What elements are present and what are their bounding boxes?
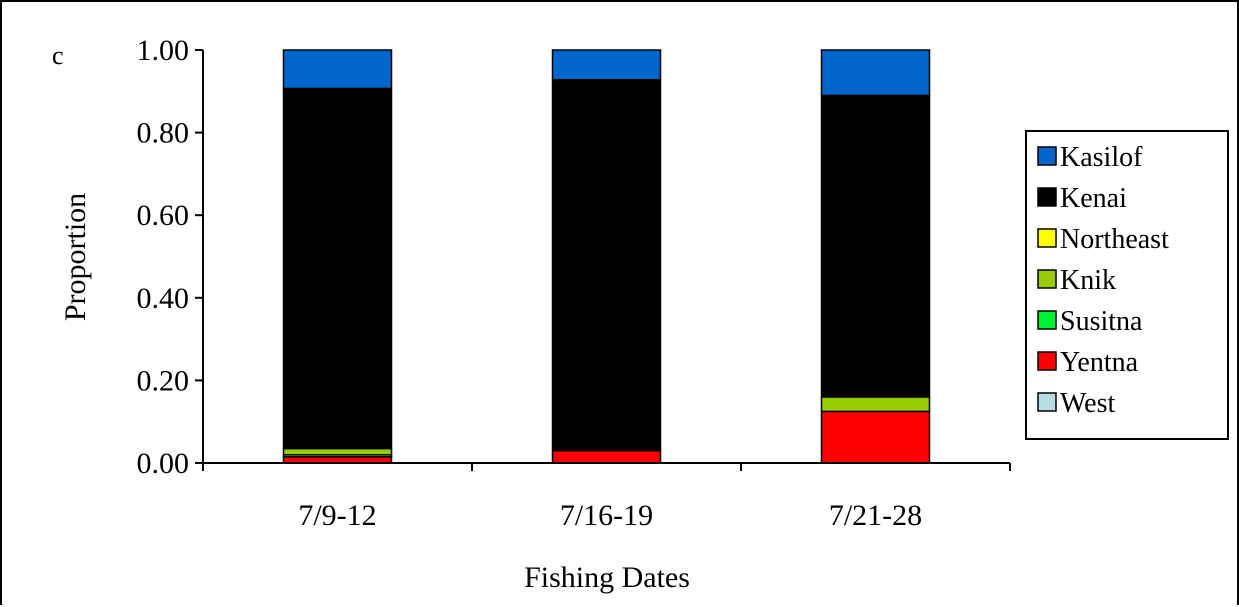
bar-segment-yentna-7-21-28 — [822, 411, 930, 463]
y-tick-label: 0.60 — [137, 199, 190, 232]
bar-segment-yentna-7-16-19 — [553, 451, 661, 463]
legend-swatch-kasilof — [1038, 147, 1056, 165]
bar-segment-kasilof-7-9-12 — [284, 50, 392, 88]
y-tick-label: 1.00 — [137, 34, 190, 67]
legend-swatch-yentna — [1038, 352, 1056, 370]
x-tick-label: 7/16-19 — [560, 499, 653, 532]
bars-group — [284, 50, 930, 463]
legend-swatch-kenai — [1038, 188, 1056, 206]
legend-label-susitna: Susitna — [1060, 306, 1143, 337]
x-tick-label: 7/21-28 — [829, 499, 922, 532]
legend-label-west: West — [1060, 388, 1116, 419]
bar-segment-kenai-7-9-12 — [284, 88, 392, 448]
legend-label-northeast: Northeast — [1060, 224, 1169, 255]
bar-segment-knik-7-21-28 — [822, 397, 930, 411]
x-tick-label: 7/9-12 — [298, 499, 376, 532]
y-tick-label: 0.40 — [137, 282, 190, 315]
legend-label-kasilof: Kasilof — [1060, 142, 1143, 173]
bar-segment-knik-7-9-12 — [284, 449, 392, 455]
legend: Kasilof Kenai Northeast Knik Susitna Yentna We… — [1026, 131, 1228, 439]
panel-label: c — [52, 41, 64, 70]
legend-label-yentna: Yentna — [1060, 347, 1139, 378]
bar-segment-kasilof-7-21-28 — [822, 50, 930, 95]
x-axis-title: Fishing Dates — [524, 561, 690, 594]
legend-swatch-susitna — [1038, 311, 1056, 329]
y-tick-label: 0.20 — [137, 364, 190, 397]
legend-label-kenai: Kenai — [1060, 183, 1127, 214]
y-tick-label: 0.80 — [137, 117, 190, 150]
bar-segment-kasilof-7-16-19 — [553, 50, 661, 80]
y-axis-title: Proportion — [59, 193, 92, 321]
legend-label-knik: Knik — [1060, 265, 1116, 296]
legend-swatch-west — [1038, 393, 1056, 411]
y-tick-label: 0.00 — [137, 447, 190, 480]
bar-segment-kenai-7-21-28 — [822, 95, 930, 396]
legend-swatch-knik — [1038, 270, 1056, 288]
bar-segment-kenai-7-16-19 — [553, 80, 661, 451]
legend-swatch-northeast — [1038, 229, 1056, 247]
